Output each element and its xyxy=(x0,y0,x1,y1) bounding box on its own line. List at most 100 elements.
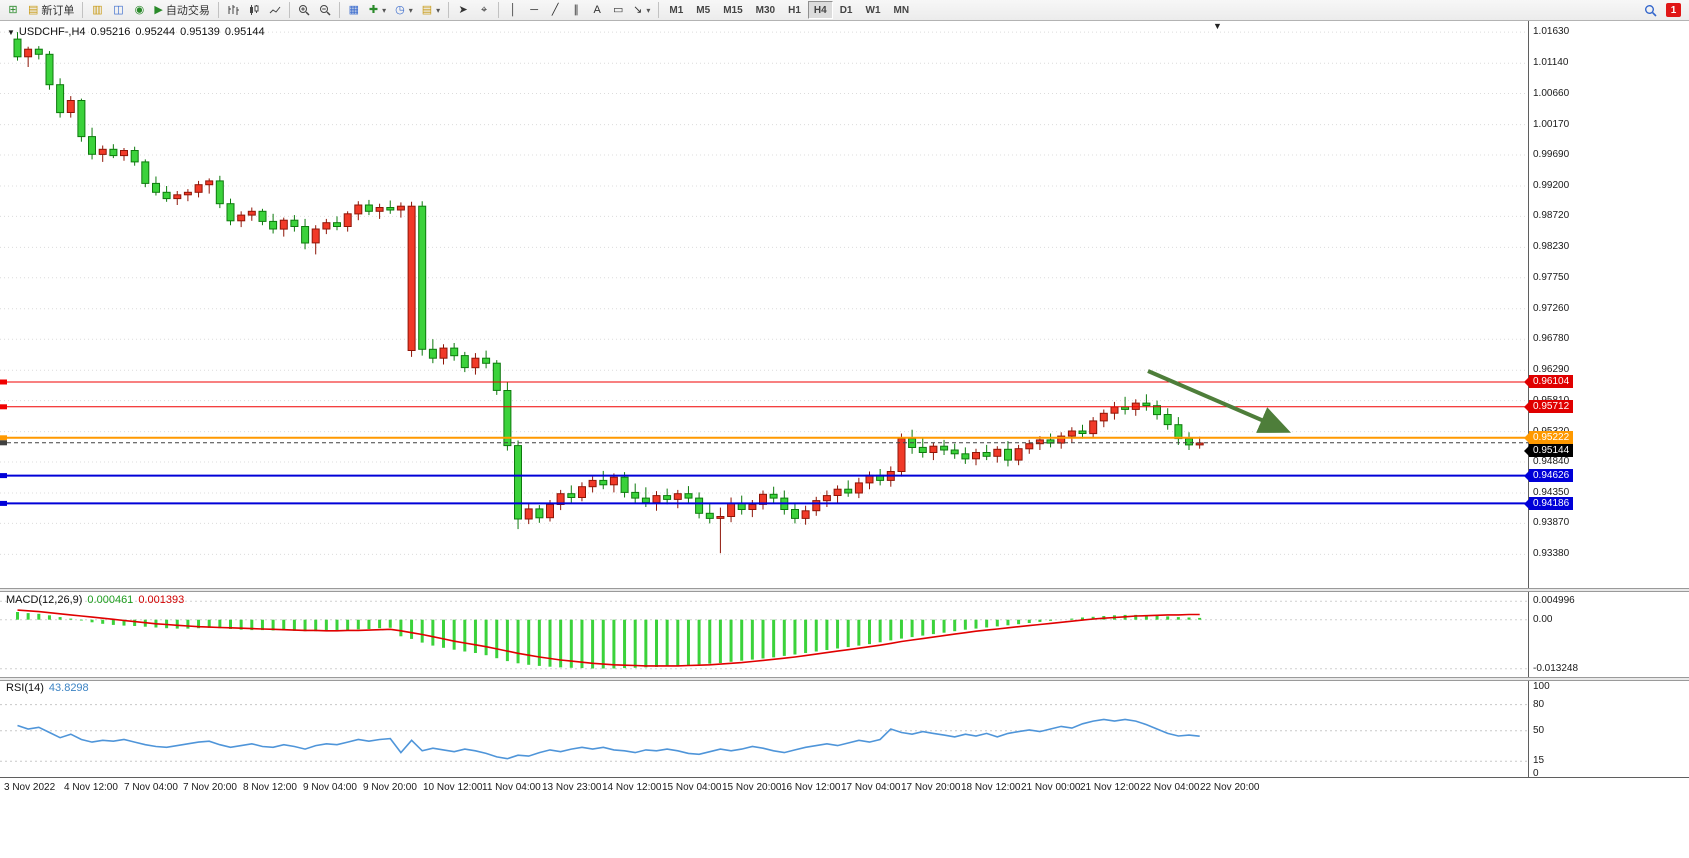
chevron-down-icon: ▾ xyxy=(436,5,441,15)
clock-icon: ◷ xyxy=(395,3,405,16)
chart-line-button[interactable] xyxy=(265,1,285,19)
price-tick: 0.96290 xyxy=(1533,364,1570,375)
trendline-button[interactable]: ╱ xyxy=(545,1,565,19)
tag-notch-icon xyxy=(1524,445,1529,456)
timeframe-w1-button[interactable]: W1 xyxy=(860,1,887,19)
ohlc-low: 0.95139 xyxy=(180,26,220,38)
timeframe-mn-button[interactable]: MN xyxy=(888,1,916,19)
time-axis-label: 15 Nov 20:00 xyxy=(722,782,782,793)
time-axis-label: 16 Nov 12:00 xyxy=(781,782,841,793)
tile-windows-button[interactable]: ▦ xyxy=(344,1,364,19)
price-scale[interactable]: 1.01630 1.01140 1.00660 1.00170 0.99690 0.992… xyxy=(1528,21,1689,779)
pane-separator-macd[interactable] xyxy=(0,588,1689,592)
toolbar-separator xyxy=(288,2,290,18)
price-grid xyxy=(0,31,1528,555)
rsi-tick: 80 xyxy=(1533,699,1545,710)
ohlc-open: 0.95216 xyxy=(90,26,131,38)
macd-tick: 0.004996 xyxy=(1533,595,1575,606)
cursor-button[interactable]: ➤ xyxy=(453,1,473,19)
crosshair-button[interactable]: ⌖ xyxy=(474,1,494,19)
timeframe-m5-button[interactable]: M5 xyxy=(690,1,716,19)
macd-tick: 0.00 xyxy=(1533,614,1553,625)
time-axis-label: 9 Nov 04:00 xyxy=(303,782,357,793)
chart-shift-marker-icon[interactable]: ▼ xyxy=(1213,21,1222,31)
time-axis-label: 10 Nov 12:00 xyxy=(423,782,483,793)
timeframe-h4-button[interactable]: H4 xyxy=(807,1,833,19)
zoom-out-icon xyxy=(319,5,331,16)
price-tick: 1.01630 xyxy=(1533,26,1570,37)
label-icon: ▭ xyxy=(612,3,624,16)
cursor-icon: ➤ xyxy=(458,3,468,16)
periods-button[interactable]: ◷ ▾ xyxy=(391,1,417,19)
new-chart-button[interactable]: ⊞ xyxy=(3,1,23,19)
price-tick: 0.99690 xyxy=(1533,149,1570,160)
timeframe-d1-button[interactable]: D1 xyxy=(834,1,859,19)
chart-line-icon xyxy=(269,6,281,14)
timeframe-m1-button[interactable]: M1 xyxy=(663,1,689,19)
price-tick: 1.00660 xyxy=(1533,88,1570,99)
navigator-button[interactable]: ◉ xyxy=(129,1,149,19)
new-order-button[interactable]: ▤ 新订单 xyxy=(24,1,78,19)
text-button[interactable]: A xyxy=(587,1,607,19)
symbol-ohlc-label: ▼ USDCHF-,H4 0.95216 0.95244 0.95139 0.95144 xyxy=(7,26,265,38)
trendline-icon: ╱ xyxy=(551,3,559,16)
templates-icon: ▤ xyxy=(421,3,433,16)
timeframe-h1-button[interactable]: H1 xyxy=(782,1,807,19)
horizontal-line-button[interactable]: ─ xyxy=(524,1,544,19)
indicators-button[interactable]: ✚ ▾ xyxy=(365,1,390,19)
rsi-tick: 100 xyxy=(1533,681,1550,692)
price-tick: 0.94840 xyxy=(1533,456,1570,467)
templates-button[interactable]: ▤ ▾ xyxy=(418,1,444,19)
toolbar-separator xyxy=(338,2,340,18)
time-axis-label: 8 Nov 12:00 xyxy=(243,782,297,793)
price-line-tag: 0.95222 xyxy=(1524,431,1574,444)
rsi-name: RSI(14) xyxy=(6,682,44,694)
channel-icon: ∥ xyxy=(573,3,579,16)
market-watch-icon: ▥ xyxy=(92,3,103,16)
time-axis[interactable]: 3 Nov 2022 4 Nov 12:00 7 Nov 04:00 7 Nov 20… xyxy=(0,777,1689,799)
chart-candles-button[interactable] xyxy=(244,1,264,19)
horizontal-line-icon: ─ xyxy=(530,3,539,16)
toolbar-separator xyxy=(498,2,500,18)
zoom-out-button[interactable] xyxy=(315,1,335,19)
channel-button[interactable]: ∥ xyxy=(566,1,586,19)
timeframe-m15-button[interactable]: M15 xyxy=(717,1,748,19)
macd-pane xyxy=(0,600,1528,670)
auto-trading-button[interactable]: ▶ 自动交易 xyxy=(150,1,213,19)
vertical-line-button[interactable]: │ xyxy=(503,1,523,19)
market-watch-button[interactable]: ▥ xyxy=(87,1,107,19)
timeframe-m30-button[interactable]: M30 xyxy=(750,1,781,19)
search-button[interactable] xyxy=(1640,1,1661,19)
new-order-icon: ▤ xyxy=(28,3,39,16)
rsi-indicator-label: RSI(14) 43.8298 xyxy=(6,682,89,694)
time-axis-label: 7 Nov 20:00 xyxy=(183,782,237,793)
new-chart-icon: ⊞ xyxy=(8,3,18,16)
time-axis-label: 17 Nov 04:00 xyxy=(841,782,901,793)
symbol-collapse-icon[interactable]: ▼ xyxy=(7,28,15,37)
price-line-tag: 0.94186 xyxy=(1524,497,1574,510)
rsi-pane xyxy=(0,704,1528,762)
notifications-badge[interactable]: 1 xyxy=(1666,3,1681,17)
macd-main-value: 0.000461 xyxy=(87,594,134,606)
tile-windows-icon: ▦ xyxy=(348,3,360,16)
chart-plot[interactable] xyxy=(0,21,1528,777)
chevron-down-icon: ▾ xyxy=(646,5,651,15)
candles xyxy=(13,32,1204,554)
auto-trading-icon: ▶ xyxy=(154,3,163,16)
arrows-tool-button[interactable]: ↘ ▾ xyxy=(629,1,654,19)
indicators-icon: ✚ xyxy=(368,3,379,16)
rsi-tick: 50 xyxy=(1533,725,1545,736)
zoom-in-button[interactable] xyxy=(294,1,314,19)
price-tick: 0.94350 xyxy=(1533,487,1570,498)
chevron-down-icon: ▾ xyxy=(408,5,413,15)
label-button[interactable]: ▭ xyxy=(608,1,628,19)
trend-arrow-annotation[interactable] xyxy=(1147,369,1292,433)
horizontal-lines[interactable] xyxy=(0,379,1528,506)
macd-name: MACD(12,26,9) xyxy=(6,594,83,606)
time-axis-label: 18 Nov 12:00 xyxy=(961,782,1021,793)
time-axis-label: 14 Nov 12:00 xyxy=(602,782,662,793)
pane-separator-rsi[interactable] xyxy=(0,677,1689,681)
chart-bars-button[interactable] xyxy=(223,1,243,19)
data-window-button[interactable]: ◫ xyxy=(108,1,128,19)
arrow-tool-icon: ↘ xyxy=(633,3,643,16)
